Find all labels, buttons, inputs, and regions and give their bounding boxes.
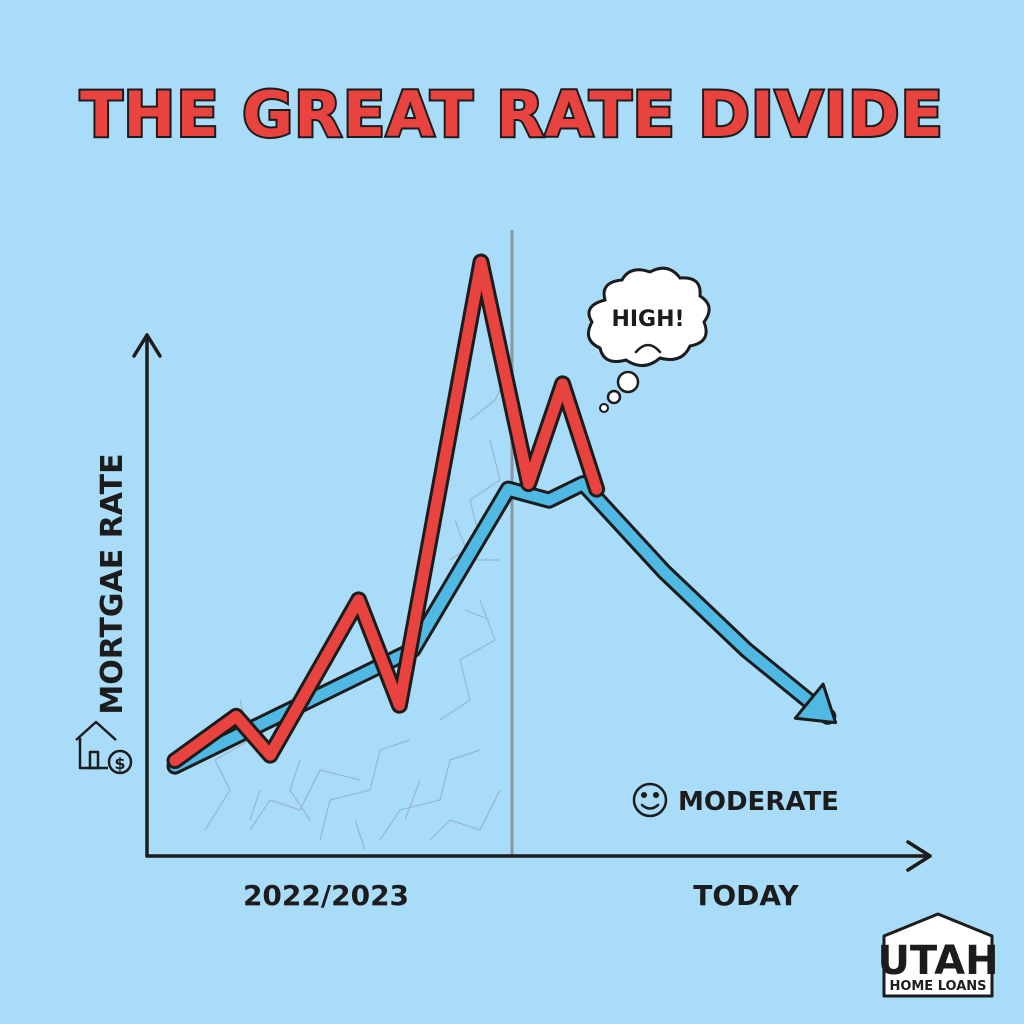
chart-title: THE GREAT RATE DIVIDE (78, 76, 945, 153)
axes (132, 333, 932, 872)
svg-text:$: $ (114, 754, 125, 773)
moderate-annotation-text: MODERATE (678, 787, 839, 817)
blue-series-arrowhead-icon (793, 682, 838, 725)
chart-title-text: THE GREAT RATE DIVIDE (80, 78, 944, 151)
x-tick-label-start: 2022/2023 (243, 879, 409, 912)
red-series-line-outline (166, 253, 606, 770)
logo-tagline-text: HOME LOANS (889, 979, 986, 994)
x-axis-arrow-icon (906, 840, 932, 872)
bubble-dot-large (616, 370, 640, 394)
high-annotation-text: HIGH! (611, 307, 684, 332)
series-layer (166, 253, 838, 775)
high-thought-bubble: HIGH! (586, 266, 711, 413)
x-tick-label-today: TODAY (693, 879, 799, 912)
utah-home-loans-logo: UTAH HOME LOANS (877, 912, 999, 998)
y-axis-arrow-icon (132, 333, 162, 358)
logo-brand-text: UTAH (877, 938, 998, 984)
frown-icon (634, 343, 662, 354)
moderate-annotation: MODERATE (632, 782, 839, 818)
bubble-cloud (586, 266, 711, 367)
bubble-dot-medium (606, 389, 622, 405)
logo-house-shape (882, 912, 994, 998)
bubble-dot-small (599, 403, 609, 413)
blue-series-line (169, 478, 834, 772)
red-series-line (169, 256, 603, 767)
house-dollar-icon: $ (75, 720, 133, 775)
smiley-icon (632, 782, 668, 818)
y-axis-label: MORTGAE RATE (95, 453, 130, 714)
